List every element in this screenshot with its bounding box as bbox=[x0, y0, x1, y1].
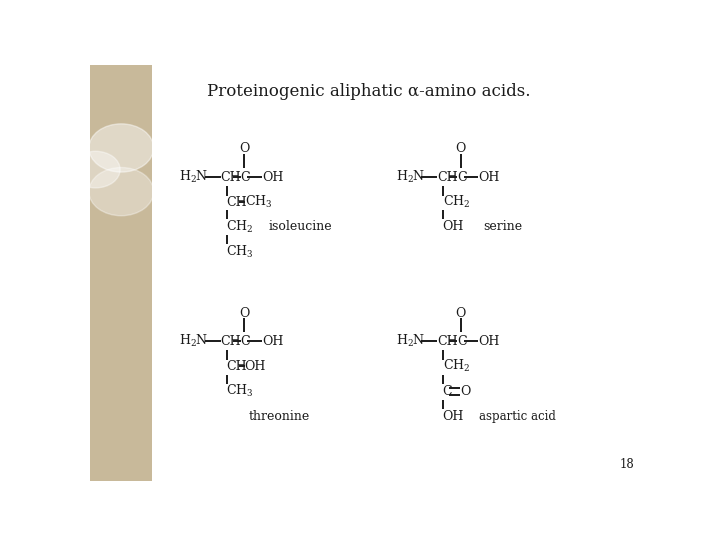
Circle shape bbox=[71, 151, 120, 188]
Text: O: O bbox=[455, 307, 466, 320]
Text: isoleucine: isoleucine bbox=[269, 220, 332, 233]
Text: threonine: threonine bbox=[249, 410, 310, 423]
Text: $\mathregular{CH_2}$: $\mathregular{CH_2}$ bbox=[226, 219, 253, 235]
Text: O: O bbox=[239, 307, 249, 320]
Text: C: C bbox=[443, 384, 452, 397]
Text: O: O bbox=[239, 143, 249, 156]
Text: CH: CH bbox=[437, 335, 458, 348]
Text: $\mathregular{H_2N}$: $\mathregular{H_2N}$ bbox=[396, 333, 426, 349]
Circle shape bbox=[89, 167, 153, 216]
Text: C: C bbox=[240, 335, 251, 348]
Text: OH: OH bbox=[478, 335, 500, 348]
Text: O: O bbox=[455, 143, 466, 156]
Text: Proteinogenic aliphatic α-amino acids.: Proteinogenic aliphatic α-amino acids. bbox=[207, 83, 531, 100]
Text: C: C bbox=[240, 171, 251, 184]
Text: $\mathregular{CH_2}$: $\mathregular{CH_2}$ bbox=[443, 358, 470, 374]
Text: OH: OH bbox=[245, 360, 266, 373]
Text: serine: serine bbox=[483, 220, 523, 233]
Text: OH: OH bbox=[443, 220, 464, 233]
Text: $\mathregular{CH_2}$: $\mathregular{CH_2}$ bbox=[443, 194, 470, 210]
Text: CH: CH bbox=[220, 171, 241, 184]
Text: O: O bbox=[460, 384, 470, 397]
Text: $\mathregular{CH_3}$: $\mathregular{CH_3}$ bbox=[226, 383, 253, 399]
Text: CH: CH bbox=[437, 171, 458, 184]
Text: $\mathregular{H_2N}$: $\mathregular{H_2N}$ bbox=[396, 169, 426, 185]
Text: $\mathregular{CH_3}$: $\mathregular{CH_3}$ bbox=[226, 244, 253, 260]
Text: OH: OH bbox=[443, 410, 464, 423]
Text: CH: CH bbox=[226, 195, 247, 208]
Text: C: C bbox=[457, 171, 467, 184]
Text: CH: CH bbox=[226, 360, 247, 373]
Text: $\mathregular{H_2N}$: $\mathregular{H_2N}$ bbox=[179, 333, 209, 349]
Text: OH: OH bbox=[262, 171, 283, 184]
Text: CH: CH bbox=[220, 335, 241, 348]
Text: OH: OH bbox=[478, 171, 500, 184]
Text: 18: 18 bbox=[619, 458, 634, 471]
Text: OH: OH bbox=[262, 335, 283, 348]
FancyBboxPatch shape bbox=[90, 65, 153, 481]
Text: aspartic acid: aspartic acid bbox=[480, 410, 557, 423]
Text: C: C bbox=[457, 335, 467, 348]
Text: $\mathregular{H_2N}$: $\mathregular{H_2N}$ bbox=[179, 169, 209, 185]
Circle shape bbox=[89, 124, 153, 172]
Text: $\mathregular{CH_3}$: $\mathregular{CH_3}$ bbox=[245, 194, 272, 210]
